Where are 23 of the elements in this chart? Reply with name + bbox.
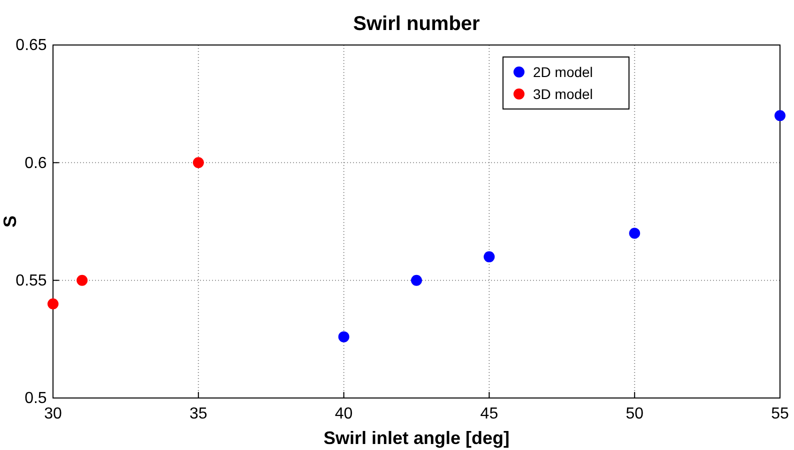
x-axis-title: Swirl inlet angle [deg] (323, 428, 510, 448)
point (629, 228, 640, 239)
y-tick-label: 0.55 (16, 272, 47, 290)
legend-label: 2D model (533, 64, 593, 80)
legend-label: 3D model (533, 86, 593, 102)
point (774, 110, 786, 122)
x-tick-label: 35 (190, 406, 208, 423)
y-tick-label: 0.65 (16, 37, 47, 54)
y-tick-label: 0.5 (24, 390, 47, 408)
chart-title: Swirl number (353, 13, 480, 35)
y-axis-title: S (0, 215, 20, 228)
point (76, 274, 88, 286)
x-tick-label: 50 (626, 406, 644, 423)
x-tick-label: 45 (480, 406, 498, 423)
point (192, 157, 204, 168)
point (48, 298, 58, 310)
x-tick-label: 55 (771, 406, 789, 423)
point (411, 274, 422, 286)
point (484, 251, 495, 262)
x-tick-label: 40 (334, 406, 353, 423)
x-tick-label: 30 (44, 406, 62, 423)
y-tick-label: 0.6 (24, 154, 47, 172)
point (338, 331, 350, 342)
